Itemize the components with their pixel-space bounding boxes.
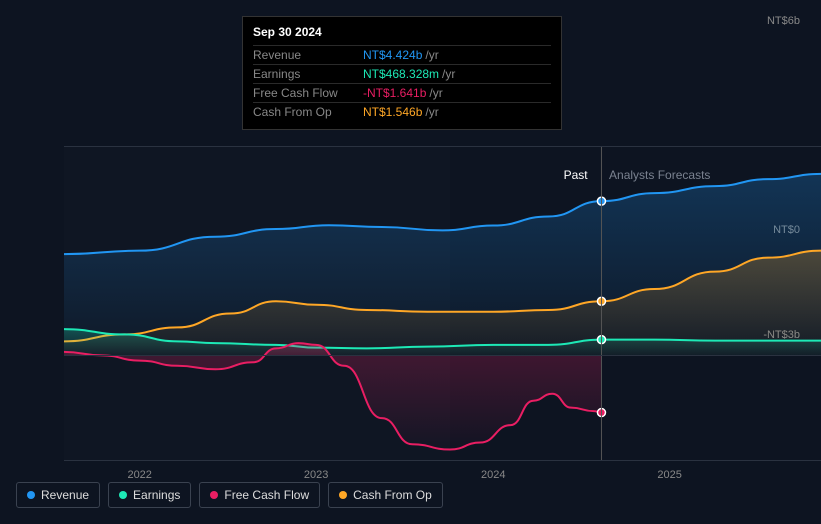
forecast-label: Analysts Forecasts [609,168,710,182]
x-tick-label: 2024 [481,469,505,481]
tooltip-metric-value: NT$1.546b [363,105,422,119]
legend-item-free_cash_flow[interactable]: Free Cash Flow [199,482,320,508]
legend-item-revenue[interactable]: Revenue [16,482,100,508]
y-tick-label: NT$6b [752,15,800,27]
tooltip-unit: /yr [442,67,455,81]
financial-chart: Sep 30 2024 RevenueNT$4.424b/yrEarningsN… [16,16,805,508]
tooltip-metric-value: NT$4.424b [363,48,422,62]
tooltip-row: EarningsNT$468.328m/yr [253,64,551,83]
legend-label: Cash From Op [353,488,432,502]
legend-label: Free Cash Flow [224,488,309,502]
tooltip-row: RevenueNT$4.424b/yr [253,45,551,64]
tooltip-unit: /yr [429,86,442,100]
x-tick-label: 2022 [127,469,151,481]
tooltip-metric-label: Revenue [253,48,363,62]
chart-svg [64,146,821,460]
legend-item-earnings[interactable]: Earnings [108,482,191,508]
gridline [64,355,821,356]
legend-label: Revenue [41,488,89,502]
past-label: Past [564,168,588,182]
chart-legend: Revenue Earnings Free Cash Flow Cash From O… [16,482,443,508]
legend-dot-icon [27,491,35,499]
tooltip-unit: /yr [425,105,438,119]
tooltip-date: Sep 30 2024 [253,25,551,39]
tooltip-metric-value: -NT$1.641b [363,86,426,100]
x-tick-label: 2025 [657,469,681,481]
gridline [64,460,821,461]
x-tick-label: 2023 [304,469,328,481]
legend-dot-icon [119,491,127,499]
tooltip-row: Free Cash Flow-NT$1.641b/yr [253,83,551,102]
tooltip-unit: /yr [425,48,438,62]
chart-tooltip: Sep 30 2024 RevenueNT$4.424b/yrEarningsN… [242,16,562,130]
legend-label: Earnings [133,488,180,502]
plot-area[interactable] [64,146,821,460]
tooltip-row: Cash From OpNT$1.546b/yr [253,102,551,121]
tooltip-metric-label: Free Cash Flow [253,86,363,100]
tooltip-metric-label: Cash From Op [253,105,363,119]
legend-dot-icon [339,491,347,499]
tooltip-metric-value: NT$468.328m [363,67,439,81]
gridline [64,146,821,147]
legend-item-cash_from_op[interactable]: Cash From Op [328,482,443,508]
tooltip-metric-label: Earnings [253,67,363,81]
legend-dot-icon [210,491,218,499]
